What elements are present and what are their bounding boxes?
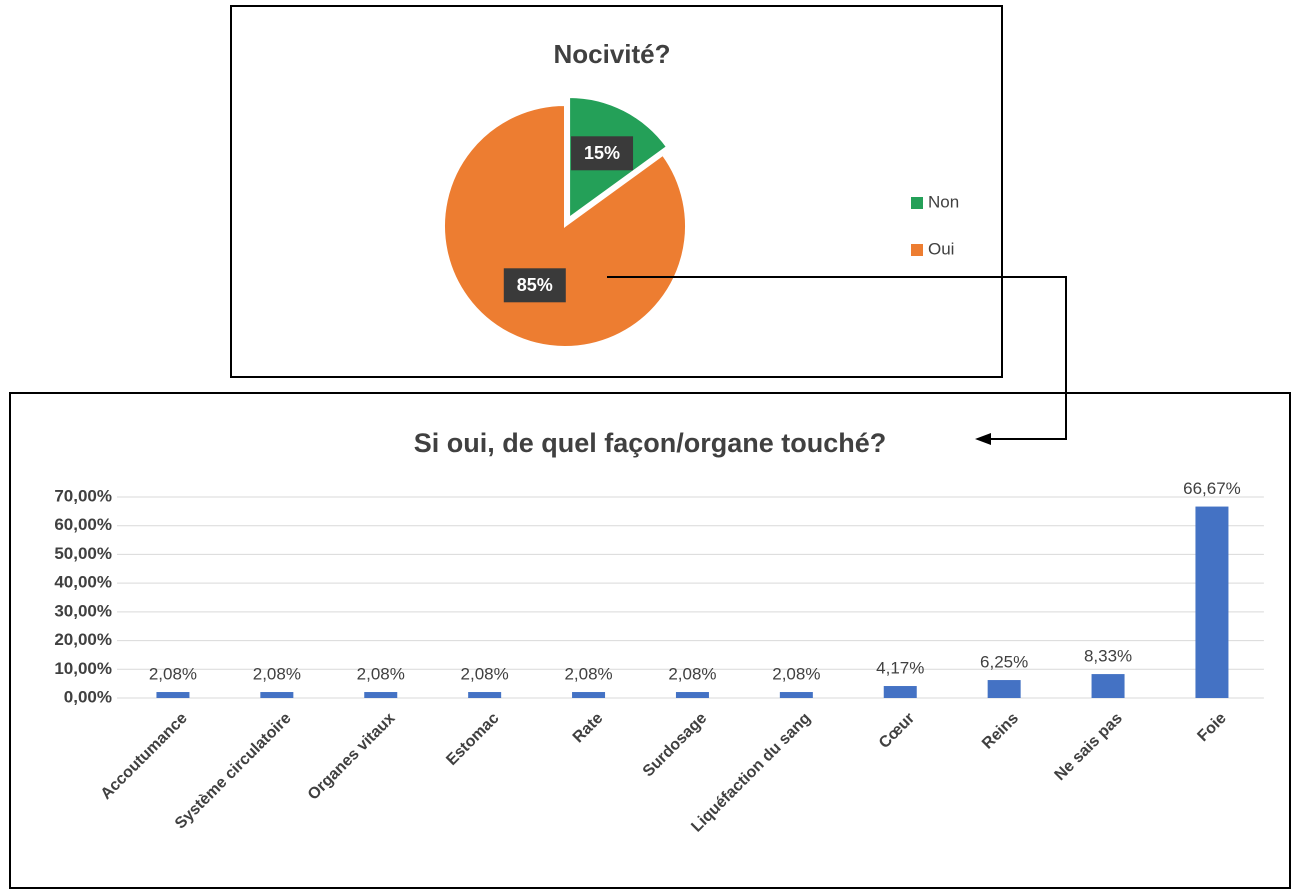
legend-swatch: [911, 197, 923, 209]
y-tick-label: 0,00%: [64, 687, 112, 706]
bar: [364, 692, 398, 698]
legend-swatch: [911, 244, 923, 256]
data-label: 2,08%: [668, 665, 716, 684]
pie: 15% Non 85% Oui: [443, 95, 959, 348]
legend-label: Non: [928, 192, 959, 211]
y-tick-label: 40,00%: [54, 573, 112, 592]
data-label: 2,08%: [253, 665, 301, 684]
data-label: 2,08%: [564, 665, 612, 684]
data-label: 15%: [584, 143, 620, 163]
data-label: 2,08%: [461, 665, 509, 684]
bar-title: Si oui, de quel façon/organe touché?: [414, 428, 887, 458]
legend-label: Oui: [928, 239, 954, 258]
bar: [156, 692, 190, 698]
data-label: 85%: [517, 275, 553, 295]
bar: [260, 692, 294, 698]
y-tick-label: 10,00%: [54, 659, 112, 678]
bar: [572, 692, 606, 698]
data-label: 2,08%: [149, 665, 197, 684]
bar: [883, 686, 917, 698]
y-tick-label: 50,00%: [54, 544, 112, 563]
data-label-box: [571, 136, 634, 171]
y-tick-label: 20,00%: [54, 630, 112, 649]
data-label: 4,17%: [876, 659, 924, 678]
y-tick-label: 70,00%: [54, 486, 112, 505]
pie-title: Nocivité?: [553, 39, 670, 69]
bar: [987, 680, 1021, 698]
bar: [675, 692, 709, 698]
bar: [779, 692, 813, 698]
bar: [468, 692, 502, 698]
data-label: 2,08%: [772, 665, 820, 684]
data-label-box: [503, 268, 566, 303]
bar: [1195, 506, 1229, 698]
data-label: 66,67%: [1183, 479, 1241, 498]
data-label: 8,33%: [1084, 647, 1132, 666]
connector: [607, 276, 1067, 440]
y-tick-label: 60,00%: [54, 515, 112, 534]
data-label: 6,25%: [980, 653, 1028, 672]
arrow-head: [975, 433, 991, 445]
y-tick-label: 30,00%: [54, 601, 112, 620]
data-label: 2,08%: [357, 665, 405, 684]
bar: [1091, 674, 1125, 698]
